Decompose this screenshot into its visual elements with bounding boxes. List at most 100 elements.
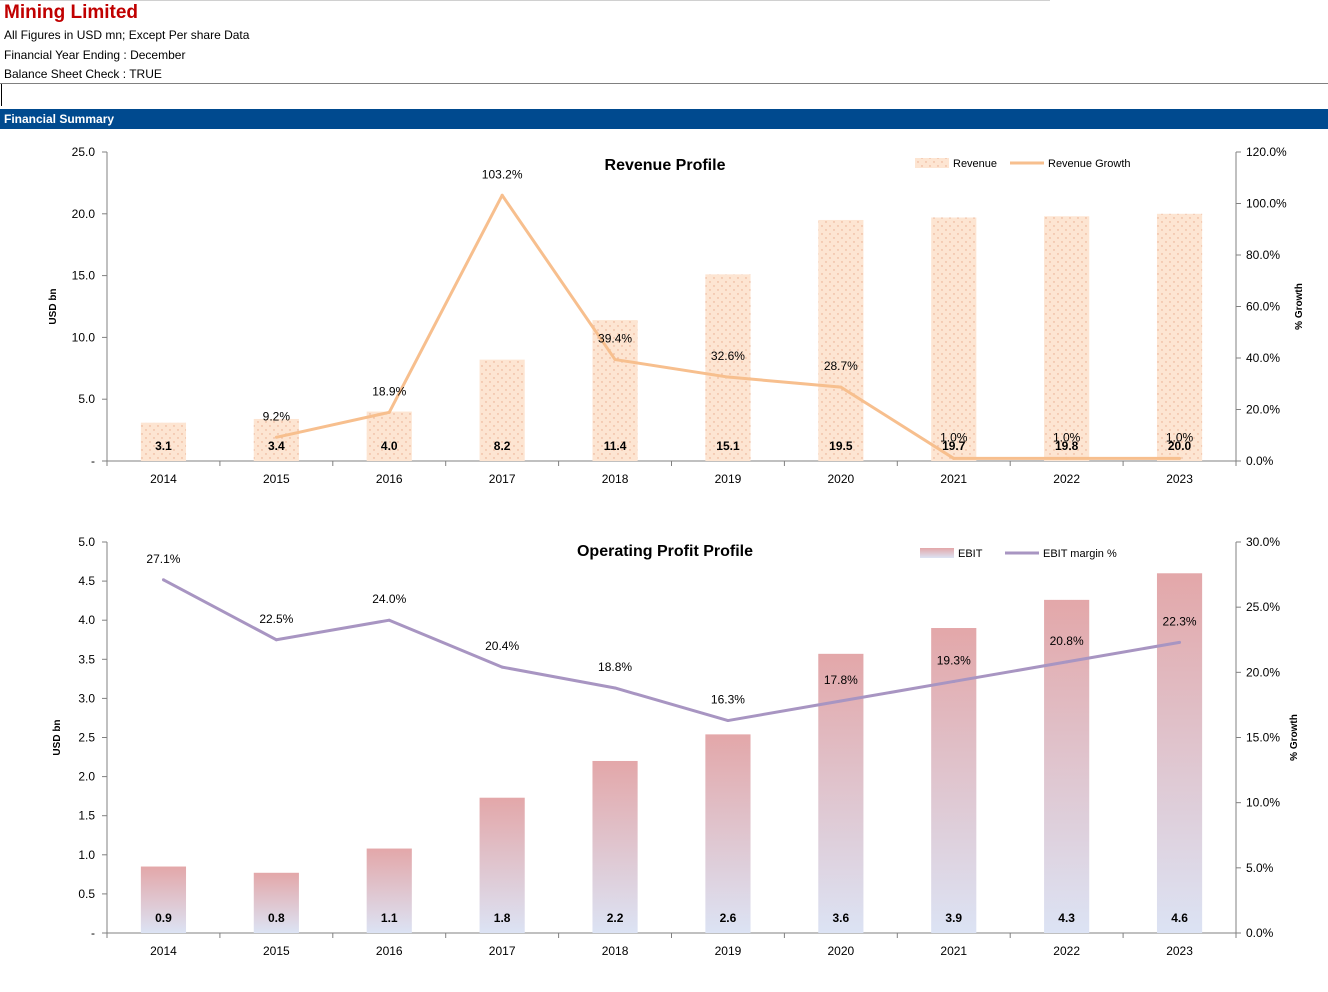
revenue-title: Revenue Profile (605, 157, 726, 174)
ebit-y2-tick-label: 0.0% (1246, 926, 1274, 940)
ebit-line-point (839, 699, 843, 703)
revenue-bar (818, 219, 864, 461)
ebit-y-tick-label: 1.5 (78, 809, 95, 823)
ebit-bar-label: 0.9 (155, 911, 172, 925)
ebit-y-tick-label: 0.5 (78, 887, 95, 901)
top-border (0, 0, 1050, 1)
ebit-line-label: 20.4% (485, 639, 519, 653)
ebit-x-tick-label: 2022 (1053, 944, 1080, 958)
ebit-bar-label: 1.1 (381, 911, 398, 925)
revenue-y-tick-label: 15.0 (72, 269, 96, 283)
revenue-line-point (500, 193, 504, 197)
revenue-x-tick-label: 2022 (1053, 472, 1080, 486)
ebit-y-axis-title: USD bn (52, 719, 63, 755)
ebit-bar-label: 1.8 (494, 911, 511, 925)
ebit-line-label: 19.3% (937, 653, 971, 667)
revenue-y-tick-label: 5.0 (78, 392, 95, 406)
ebit-line-point (952, 679, 956, 683)
revenue-bar-label: 8.2 (494, 439, 511, 453)
revenue-x-tick-label: 2017 (489, 472, 516, 486)
ebit-line-point (726, 719, 730, 723)
ebit-y-tick-label: 3.5 (78, 652, 95, 666)
ebit-bar (592, 760, 638, 933)
header-divider (0, 83, 1328, 84)
ebit-line-point (387, 618, 391, 622)
ebit-bar (253, 872, 299, 933)
ebit-x-tick-label: 2014 (150, 944, 177, 958)
ebit-y2-tick-label: 25.0% (1246, 600, 1280, 614)
ebit-series-line (162, 578, 1180, 723)
revenue-bar (366, 411, 412, 461)
revenue-y2-tick-label: 80.0% (1246, 248, 1280, 262)
revenue-profile-chart: - 5.0 10.0 15.0 20.0 25.0 0.0% 20.0% 40.0% 60.0% 8… (48, 145, 1305, 486)
ebit-bar-label: 4.6 (1171, 911, 1188, 925)
revenue-bar-label: 3.1 (155, 439, 172, 453)
ebit-bar (1044, 599, 1090, 933)
ebit-bar (479, 797, 525, 933)
cell-cursor (1, 84, 2, 106)
ebit-bar-label: 3.9 (945, 911, 962, 925)
revenue-x-tick-label: 2016 (376, 472, 403, 486)
revenue-line-point (839, 385, 843, 389)
revenue-bar-label: 19.5 (829, 439, 853, 453)
ebit-y-tick-label: 2.5 (78, 731, 95, 745)
ebit-x-tick-label: 2023 (1166, 944, 1193, 958)
ebit-line-label: 18.8% (598, 660, 632, 674)
ebit-line-point (274, 638, 278, 642)
revenue-y2-tick-label: 100.0% (1246, 197, 1287, 211)
revenue-y-axis-title: USD bn (48, 288, 59, 324)
revenue-line-label: 1.0% (1053, 430, 1081, 444)
revenue-x-tick-label: 2020 (827, 472, 854, 486)
ebit-x-tick-label: 2018 (602, 944, 629, 958)
ebit-y2-tick-label: 20.0% (1246, 665, 1280, 679)
revenue-legend-label-bar: Revenue (953, 158, 997, 170)
revenue-x-tick-label: 2018 (602, 472, 629, 486)
ebit-bar (1156, 573, 1203, 933)
revenue-bar-label: 15.1 (716, 439, 740, 453)
ebit-y2-tick-label: 5.0% (1246, 861, 1274, 875)
ebit-bar-label: 2.6 (720, 911, 737, 925)
ebit-bar-label: 3.6 (833, 911, 850, 925)
ebit-line-label: 24.0% (372, 592, 406, 606)
ebit-bar-label: 0.8 (268, 911, 285, 925)
ebit-y-tick-label: - (91, 926, 95, 940)
revenue-y2-tick-label: 0.0% (1246, 454, 1274, 468)
revenue-line-label: 28.7% (824, 359, 858, 373)
ebit-line-label: 17.8% (824, 673, 858, 687)
revenue-bar-label: 4.0 (381, 439, 398, 453)
revenue-x-tick-label: 2014 (150, 472, 177, 486)
revenue-bar (140, 422, 187, 461)
revenue-bar (253, 418, 299, 461)
revenue-bar (1044, 216, 1090, 461)
units-note: All Figures in USD mn; Except Per share … (4, 28, 250, 42)
ebit-y2-tick-label: 15.0% (1246, 731, 1280, 745)
ebit-line-point (1178, 640, 1182, 644)
ebit-y2-tick-label: 30.0% (1246, 535, 1280, 549)
revenue-line-point (274, 435, 278, 439)
ebit-y-tick-label: 2.0 (78, 770, 95, 784)
revenue-line-point (952, 456, 956, 460)
revenue-y2-tick-label: 120.0% (1246, 145, 1287, 159)
revenue-x-tick-label: 2015 (263, 472, 290, 486)
revenue-legend-label-line: Revenue Growth (1048, 158, 1131, 170)
revenue-line-label: 103.2% (482, 167, 523, 181)
ebit-line-point (500, 665, 504, 669)
revenue-line-point (726, 375, 730, 379)
ebit-x-tick-label: 2017 (489, 944, 516, 958)
ebit-x-tick-label: 2016 (376, 944, 403, 958)
ebit-bar (931, 628, 977, 933)
revenue-y2-tick-label: 60.0% (1246, 300, 1280, 314)
revenue-line-point (613, 358, 617, 362)
ebit-bar (140, 866, 187, 933)
revenue-bar-label: 20.0 (1168, 439, 1192, 453)
ebit-legend-label-line: EBIT margin % (1043, 548, 1117, 560)
ebit-line-label: 22.3% (1163, 614, 1197, 628)
ebit-line-label: 20.8% (1050, 634, 1084, 648)
ebit-y-tick-label: 5.0 (78, 535, 95, 549)
ebit-y-tick-label: 3.0 (78, 691, 95, 705)
ebit-y2-tick-label: 10.0% (1246, 796, 1280, 810)
revenue-line-point (387, 410, 391, 414)
ebit-line-point (161, 578, 165, 582)
ebit-title: Operating Profit Profile (577, 543, 753, 560)
revenue-line-label: 1.0% (940, 430, 968, 444)
